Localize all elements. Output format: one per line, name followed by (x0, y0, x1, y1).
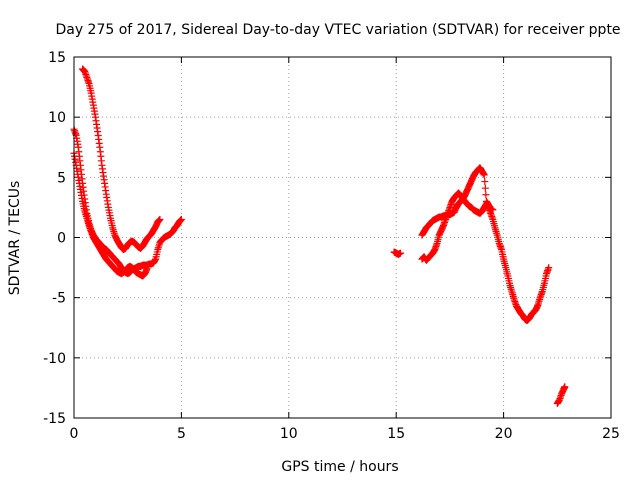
data-point (177, 215, 185, 223)
x-tick-label: 25 (602, 426, 620, 442)
x-tick-label: 5 (177, 426, 186, 442)
plot-frame (73, 56, 612, 419)
x-tick-label: 15 (387, 426, 405, 442)
y-axis-label: SDTVAR / TECUs (7, 181, 23, 296)
y-tick-label: 15 (48, 50, 66, 66)
data-point (545, 264, 553, 272)
y-tick-label: -5 (52, 291, 66, 307)
y-tick-label: 0 (57, 231, 66, 247)
data-point (489, 206, 497, 214)
data-point (143, 265, 151, 273)
grid-layer (74, 57, 611, 418)
x-tick-label: 20 (495, 426, 513, 442)
y-tick-label: 5 (57, 170, 66, 186)
data-point (396, 249, 404, 257)
y-tick-label: -15 (43, 411, 66, 427)
data-point (561, 383, 569, 391)
x-tick-label: 10 (280, 426, 298, 442)
data-point (480, 171, 488, 179)
data-point (156, 215, 164, 223)
data-point (481, 178, 489, 186)
x-tick-label: 0 (70, 426, 79, 442)
y-tick-label: -10 (43, 351, 66, 367)
x-axis-label: GPS time / hours (281, 459, 398, 475)
data-points (70, 65, 569, 408)
data-point (482, 191, 490, 199)
y-tick-label: 10 (48, 110, 66, 126)
data-point (481, 184, 489, 192)
chart-title: Day 275 of 2017, Sidereal Day-to-day VTE… (55, 22, 620, 38)
